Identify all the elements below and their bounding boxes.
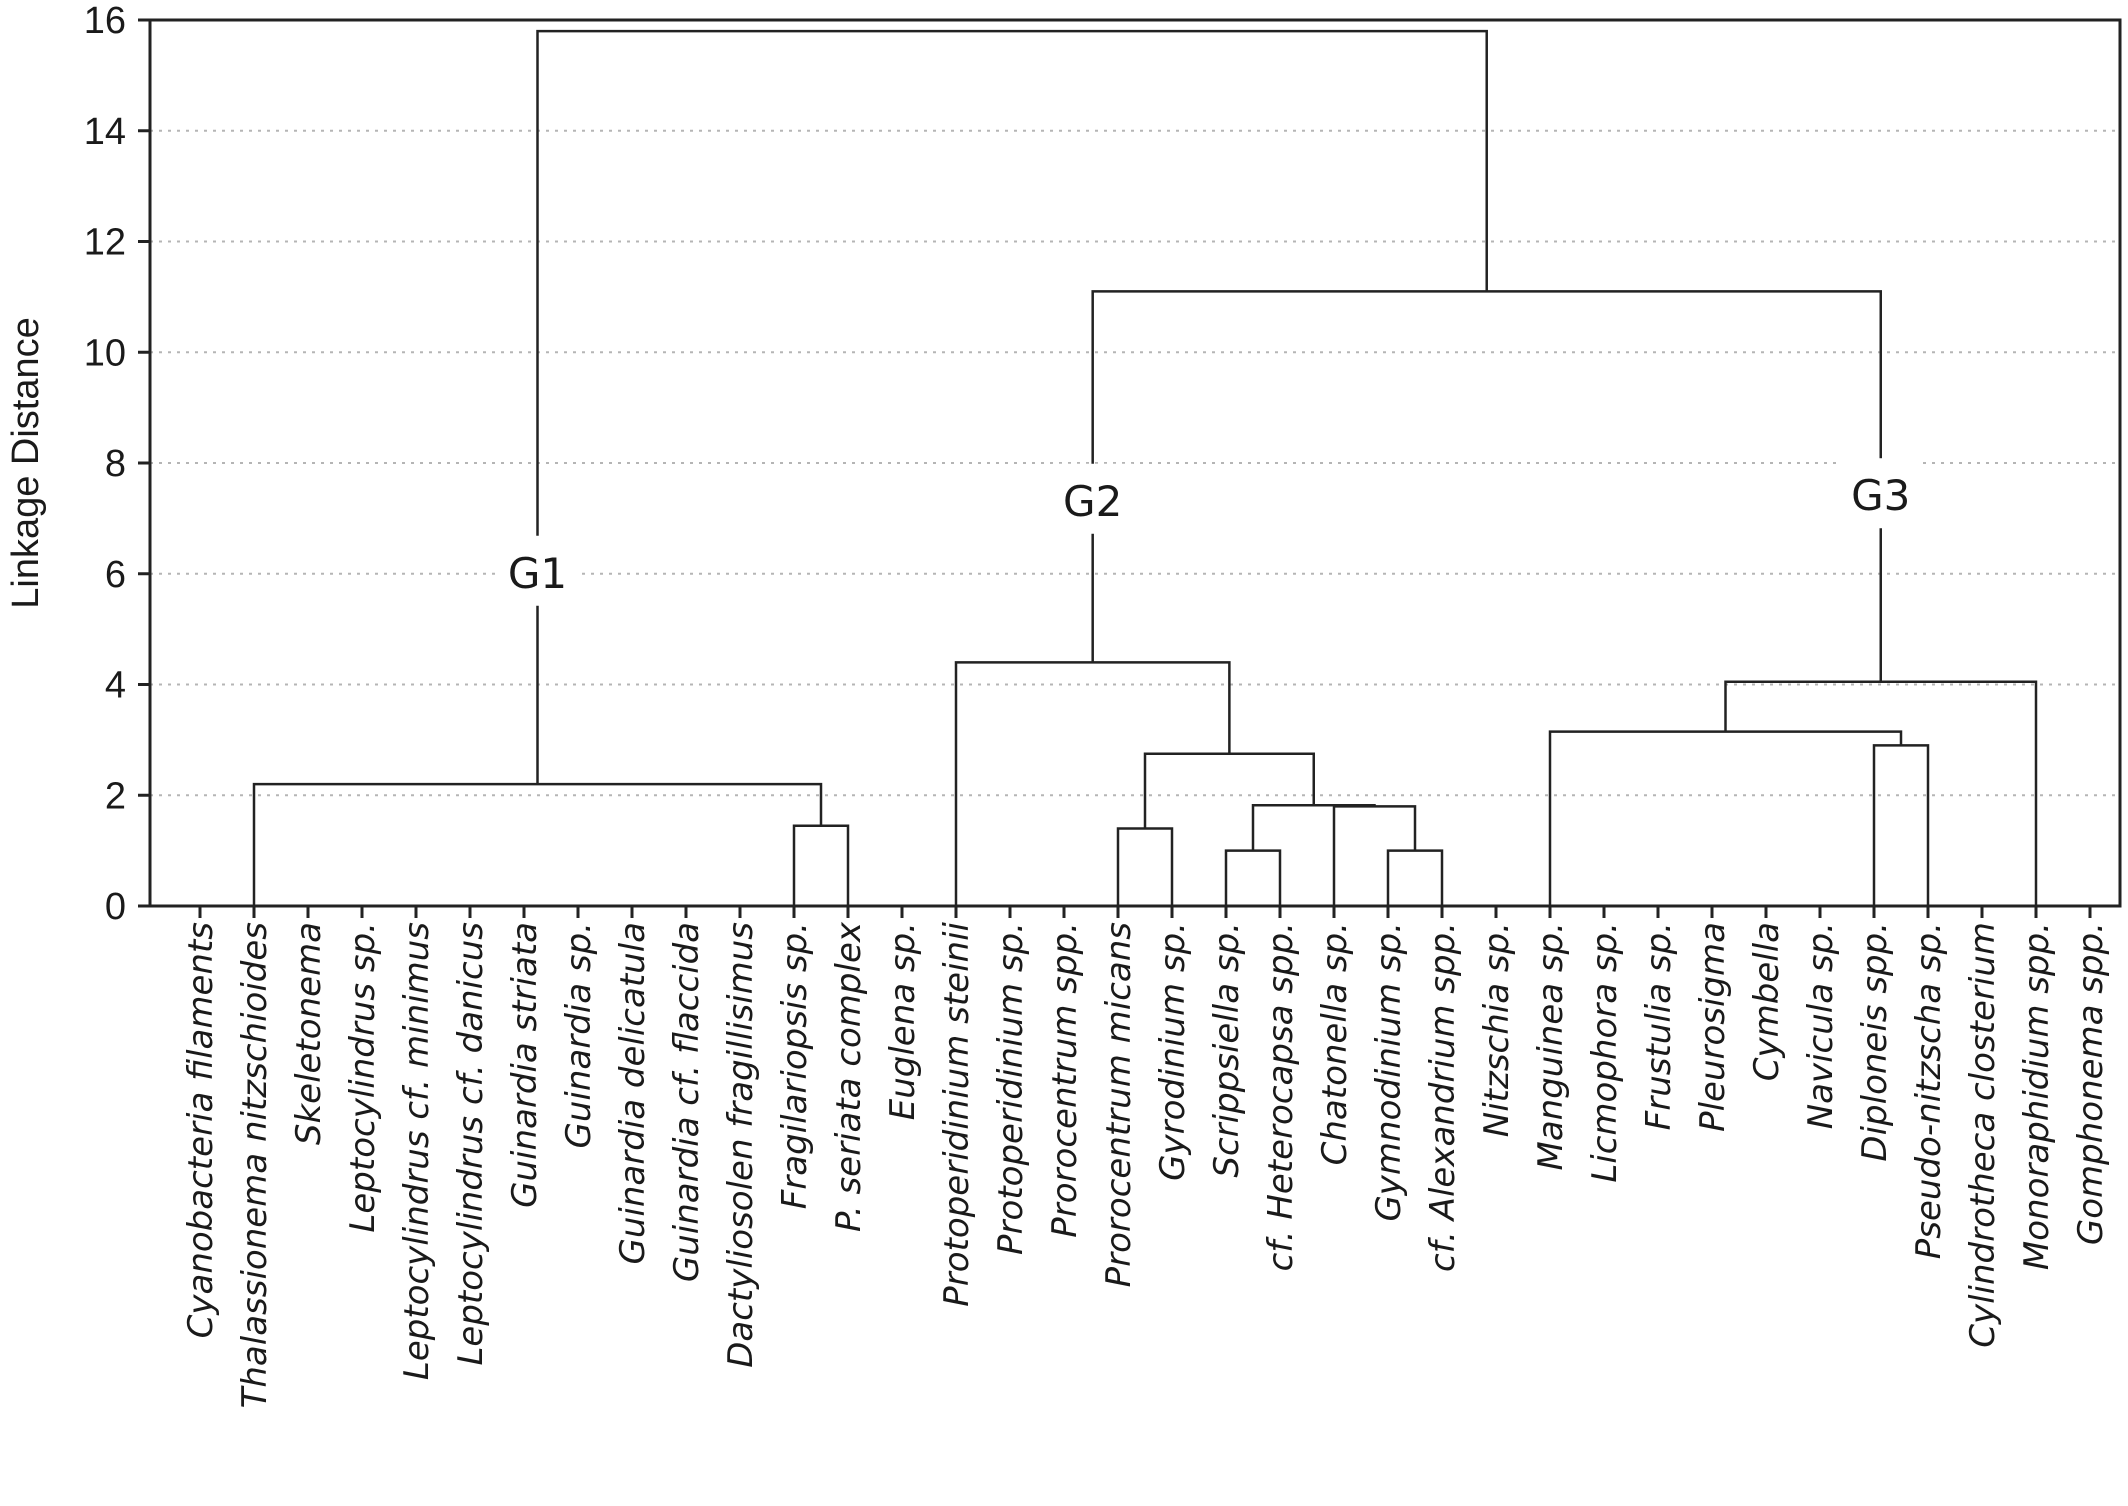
group-label-background bbox=[497, 535, 578, 606]
y-axis-label: Linkage Distance bbox=[5, 317, 47, 609]
y-tick-label: 4 bbox=[105, 665, 126, 707]
dendrogram-link bbox=[1724, 680, 2038, 906]
leaf-label: Pleurosigma bbox=[1693, 922, 1733, 1132]
y-tick-label: 0 bbox=[105, 886, 126, 928]
dendrogram-link bbox=[1251, 803, 1376, 851]
leaf-label: Manguinea sp. bbox=[1531, 922, 1571, 1171]
leaf-label: Cocconeis sp. bbox=[2125, 922, 2128, 1155]
leaf-label: P. seriata complex bbox=[829, 921, 869, 1232]
leaf-label: Scrippsiella sp. bbox=[1207, 922, 1247, 1178]
dendrogram-link bbox=[1116, 827, 1174, 906]
leaf-label: Protoperidinium sp. bbox=[991, 922, 1031, 1255]
leaf-label: Guinardia delicatula bbox=[613, 922, 653, 1264]
leaf-label: Euglena sp. bbox=[883, 922, 923, 1120]
leaf-label: Chatonella sp. bbox=[1315, 922, 1355, 1165]
leaf-label: Navicula sp. bbox=[1801, 922, 1841, 1129]
y-axis-tick-labels: 0 2 4 6 8 10 12 14 16 bbox=[84, 0, 126, 928]
leaf-label: cf. Alexandrium spp. bbox=[1423, 922, 1463, 1272]
y-tick-label: 16 bbox=[84, 0, 126, 42]
y-tick-label: 8 bbox=[105, 443, 126, 485]
leaf-label: Skeletonema bbox=[289, 922, 329, 1145]
leaf-label: Prorocentrum spp. bbox=[1045, 922, 1085, 1238]
dendrogram-link bbox=[792, 824, 850, 906]
leaf-label: Leptocylindrus sp. bbox=[343, 922, 383, 1233]
group-label-background bbox=[1052, 463, 1133, 534]
dendrogram-link bbox=[1143, 752, 1315, 829]
group-labels: G1 G2 G3 bbox=[497, 458, 1921, 606]
leaf-label: Frustulia sp. bbox=[1639, 922, 1679, 1130]
leaf-label: Licmophora sp. bbox=[1585, 922, 1625, 1183]
leaf-label: Cyanobacteria filaments bbox=[181, 922, 221, 1338]
y-tick-label: 14 bbox=[84, 111, 126, 153]
leaf-label: Gymnodinium sp. bbox=[1369, 922, 1409, 1222]
y-tick-label: 10 bbox=[84, 332, 126, 374]
dendrogram-link bbox=[1224, 849, 1282, 906]
dendrogram-link bbox=[1332, 805, 1417, 906]
group-label-background bbox=[1840, 458, 1921, 529]
group-label: G2 bbox=[1063, 477, 1122, 526]
leaf-label: Guinardia sp. bbox=[559, 922, 599, 1148]
group-label: G1 bbox=[508, 549, 567, 598]
leaf-label: Guinardia cf. flaccida bbox=[667, 922, 707, 1282]
dendrogram-link bbox=[1386, 849, 1444, 906]
y-tick-label: 6 bbox=[105, 554, 126, 596]
group-label: G3 bbox=[1851, 471, 1910, 520]
leaf-labels: Cyanobacteria filaments Thalassionema nit… bbox=[181, 921, 2128, 1408]
leaf-label: Diploneis spp. bbox=[1855, 922, 1895, 1162]
dendrogram-link bbox=[1548, 730, 1903, 906]
leaf-label: Nitzschia sp. bbox=[1477, 922, 1517, 1137]
dendrogram-links bbox=[252, 29, 2038, 906]
dendrogram-link bbox=[1091, 290, 1882, 682]
leaf-label: Prorocentrum micans bbox=[1099, 922, 1139, 1287]
dendrogram-link bbox=[1872, 744, 1930, 906]
leaf-label: Leptocylindrus cf. danicus bbox=[451, 922, 491, 1366]
dendrogram-link bbox=[252, 782, 823, 906]
leaf-label: Cylindrotheca closterium bbox=[1963, 922, 2003, 1348]
dendrogram-link bbox=[954, 661, 1231, 906]
dendrogram-link bbox=[536, 29, 1488, 785]
leaf-label: cf. Heterocapsa spp. bbox=[1261, 922, 1301, 1271]
leaf-label: Gomphonema spp. bbox=[2071, 922, 2111, 1245]
y-axis-ticks bbox=[138, 18, 2092, 918]
leaf-label: Pseudo-nitzscha sp. bbox=[1909, 922, 1949, 1259]
leaf-label: Fragilariopsis sp. bbox=[775, 922, 815, 1209]
leaf-label: Guinardia striata bbox=[505, 922, 545, 1208]
grid-lines bbox=[150, 129, 2120, 797]
leaf-label: Dactyliosolen fragillisimus bbox=[721, 922, 761, 1368]
leaf-label: Leptocylindrus cf. minimus bbox=[397, 922, 437, 1380]
y-tick-label: 12 bbox=[84, 222, 126, 264]
leaf-label: Gyrodinium sp. bbox=[1153, 922, 1193, 1181]
leaf-label: Cymbella bbox=[1747, 922, 1787, 1081]
leaf-label: Thalassionema nitzschioides bbox=[235, 922, 275, 1408]
y-tick-label: 2 bbox=[105, 775, 126, 817]
leaf-label: Monoraphidium spp. bbox=[2017, 922, 2057, 1270]
leaf-label: Protoperidinium steinii bbox=[937, 921, 977, 1306]
